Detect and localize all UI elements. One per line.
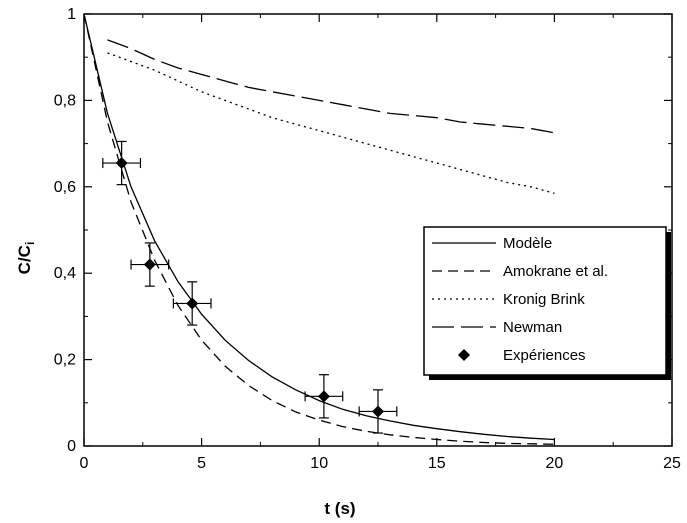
- y-tick-label: 0,4: [54, 265, 76, 282]
- x-tick-label: 20: [546, 455, 564, 472]
- legend: Modèle Amokrane et al. Kronig Brink Newman E…: [423, 226, 671, 380]
- y-tick-label: 0: [67, 438, 76, 455]
- x-tick-label: 10: [310, 455, 328, 472]
- series-line-1: [83, 13, 555, 445]
- x-tick-label: 15: [428, 455, 446, 472]
- legend-marker: [458, 349, 470, 361]
- data-point-marker: [143, 258, 156, 271]
- y-axis-label: C/Ci: [15, 242, 37, 275]
- y-axis-label-subscript: i: [23, 242, 37, 245]
- y-tick-label: 0,6: [54, 179, 76, 196]
- tick-labels: 0 5 10 15 20 25 0 0,2 0,4 0,6 0,8 1: [54, 6, 681, 472]
- legend-items: Modèle Amokrane et al. Kronig Brink Newman E…: [432, 235, 608, 364]
- y-tick-label: 0,8: [54, 92, 76, 109]
- y-axis-label-main: C/C: [15, 245, 34, 274]
- series-line-2: [107, 52, 555, 194]
- x-tick-label: 0: [80, 455, 89, 472]
- series-line-3: [107, 39, 555, 134]
- legend-label: Amokrane et al.: [503, 263, 608, 280]
- y-tick-label: 0,2: [54, 352, 76, 369]
- series-layer: [83, 13, 555, 445]
- data-point-marker: [372, 405, 384, 418]
- y-tick-label: 1: [67, 6, 76, 23]
- legend-label: Modèle: [503, 235, 552, 252]
- legend-label: Expériences: [503, 347, 586, 364]
- data-point-marker: [115, 157, 128, 170]
- data-point-marker: [317, 390, 330, 403]
- x-axis-label: t (s): [324, 499, 355, 518]
- data-point-marker: [186, 297, 199, 310]
- x-tick-label: 5: [197, 455, 206, 472]
- x-tick-label: 25: [663, 455, 681, 472]
- points-layer: [102, 140, 398, 434]
- series-line-0: [83, 13, 555, 441]
- legend-label: Kronig Brink: [503, 291, 585, 308]
- legend-label: Newman: [503, 319, 562, 336]
